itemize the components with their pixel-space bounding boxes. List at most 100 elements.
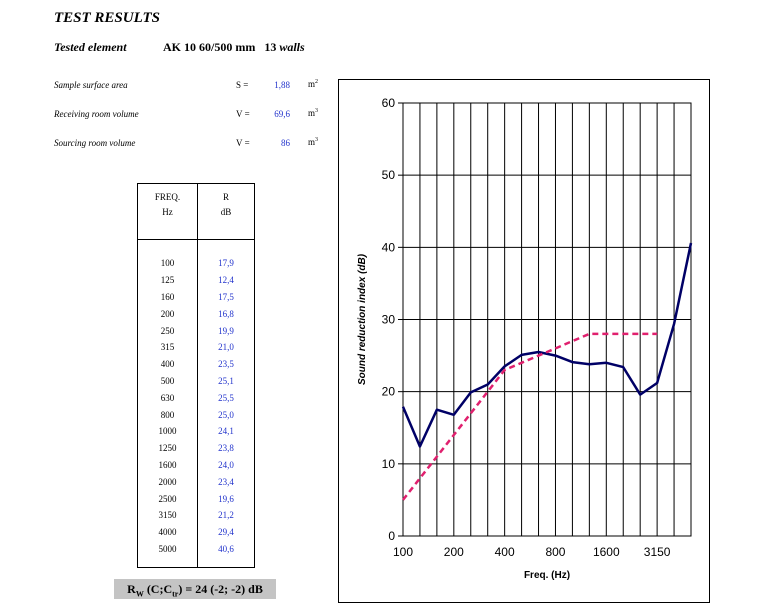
- freq-header: FREQ. Hz: [137, 183, 198, 240]
- r-value-cell: 40,6: [218, 543, 234, 554]
- y-tick-label: 60: [382, 96, 396, 110]
- property-label: Sourcing room volume: [54, 138, 136, 148]
- property-surface-area: Sample surface area S = 1,88 m2: [54, 79, 344, 96]
- table-tail: [137, 557, 255, 568]
- r-value-cell: 25,1: [218, 375, 234, 386]
- table-row: 250 19,9: [137, 322, 255, 339]
- tested-element-name: AK 10 60/500 mm: [163, 40, 256, 54]
- y-tick-label: 10: [382, 457, 396, 471]
- property-symbol: V =: [236, 138, 250, 148]
- r-value-cell: 21,0: [218, 342, 234, 353]
- r-value-cell: 19,6: [218, 493, 234, 504]
- x-tick-label: 200: [444, 545, 464, 559]
- r-value-cell: 24,1: [218, 426, 234, 437]
- chart-frame: [338, 79, 710, 603]
- y-tick-label: 20: [382, 385, 396, 399]
- freq-cell: 3150: [137, 506, 198, 524]
- freq-cell: 2500: [137, 490, 198, 507]
- property-receiving-volume: Receiving room volume V = 69,6 m3: [54, 108, 344, 125]
- x-tick-label: 100: [393, 545, 413, 559]
- sound-reduction-chart: 0 10 20 30 40 50 60 100 200 400 800 1600 3150 Freq. (…: [357, 96, 693, 581]
- y-axis-title: Sound reduction index (dB): [357, 253, 368, 385]
- r-value-cell: 21,2: [218, 510, 234, 521]
- table-row: 630 25,5: [137, 389, 255, 407]
- freq-cell: 500: [137, 372, 198, 390]
- table-row: 1000 24,1: [137, 422, 255, 440]
- property-symbol: V =: [236, 109, 250, 119]
- r-value-cell: 25,0: [218, 409, 234, 420]
- property-unit: m3: [308, 108, 319, 118]
- r-value-cell: 23,4: [218, 476, 234, 487]
- measured-series-line: [401, 242, 693, 448]
- freq-cell: 125: [137, 271, 198, 289]
- plot-area: [402, 102, 692, 537]
- property-value: 69,6: [274, 109, 290, 119]
- r-value-cell: 17,9: [218, 258, 234, 269]
- freq-cell: 1250: [137, 439, 198, 457]
- r-value-cell: 16,8: [218, 308, 234, 319]
- page-title: TEST RESULTS: [54, 10, 161, 26]
- property-value: 86: [281, 138, 290, 148]
- table-row: 1250 23,8: [137, 439, 255, 457]
- table-row: 200 16,8: [137, 305, 255, 323]
- tested-element-count: 13: [264, 40, 277, 54]
- table-row: 315 21,0: [137, 338, 255, 356]
- r-value-cell: 24,0: [218, 459, 234, 470]
- r-value-cell: 17,5: [218, 291, 234, 302]
- property-unit: m2: [308, 79, 319, 89]
- table-spacer: [137, 239, 255, 255]
- table-row: 1600 24,0: [137, 456, 255, 474]
- property-symbol: S =: [236, 80, 249, 90]
- property-sourcing-volume: Sourcing room volume V = 86 m3: [54, 137, 344, 154]
- freq-cell: 100: [137, 255, 198, 272]
- x-tick-label: 800: [545, 545, 565, 559]
- r-value-cell: 12,4: [218, 275, 234, 286]
- freq-cell: 200: [137, 305, 198, 323]
- freq-cell: 630: [137, 389, 198, 407]
- y-tick-label: 0: [388, 529, 395, 543]
- table-row: 2500 19,6: [137, 490, 255, 507]
- freq-cell: 315: [137, 338, 198, 356]
- table-row: 500 25,1: [137, 372, 255, 390]
- freq-cell: 400: [137, 355, 198, 373]
- x-axis-title: Freq. (Hz): [524, 570, 570, 581]
- x-tick-label: 400: [495, 545, 515, 559]
- freq-cell: 5000: [137, 540, 198, 558]
- freq-cell: 800: [137, 406, 198, 423]
- r-value-cell: 23,5: [218, 359, 234, 370]
- freq-cell: 160: [137, 288, 198, 306]
- reference-curve-line: [402, 332, 658, 501]
- y-tick-label: 30: [382, 313, 396, 327]
- table-row: 400 23,5: [137, 355, 255, 373]
- tested-element-label: Tested element: [54, 40, 127, 54]
- y-tick-label: 40: [382, 240, 396, 254]
- r-value-cell: 23,8: [218, 443, 234, 454]
- x-tick-label: 3150: [644, 545, 671, 559]
- freq-cell: 4000: [137, 523, 198, 541]
- x-tick-label: 1600: [593, 545, 620, 559]
- weighted-index-box: RW (C;Ctr) = 24 (-2; -2) dB: [114, 579, 276, 599]
- table-row: 4000 29,4: [137, 523, 255, 541]
- freq-cell: 250: [137, 322, 198, 339]
- r-value-cell: 25,5: [218, 392, 234, 403]
- table-row: 3150 21,2: [137, 506, 255, 524]
- property-unit: m3: [308, 137, 319, 147]
- freq-cell: 2000: [137, 473, 198, 491]
- table-row: 100 17,9: [137, 255, 255, 272]
- freq-cell: 1600: [137, 456, 198, 474]
- table-row: 5000 40,6: [137, 540, 255, 558]
- r-value-cell: 29,4: [218, 527, 234, 538]
- table-row: 125 12,4: [137, 271, 255, 289]
- property-label: Sample surface area: [54, 80, 128, 90]
- property-label: Receiving room volume: [54, 109, 139, 119]
- tested-element-value: AK 10 60/500 mm 13 walls: [163, 40, 305, 55]
- table-row: 160 17,5: [137, 288, 255, 306]
- r-value-cell: 19,9: [218, 325, 234, 336]
- property-value: 1,88: [274, 80, 290, 90]
- tested-element-suffix: walls: [279, 40, 305, 54]
- freq-cell: 1000: [137, 422, 198, 440]
- table-row: 800 25,0: [137, 406, 255, 423]
